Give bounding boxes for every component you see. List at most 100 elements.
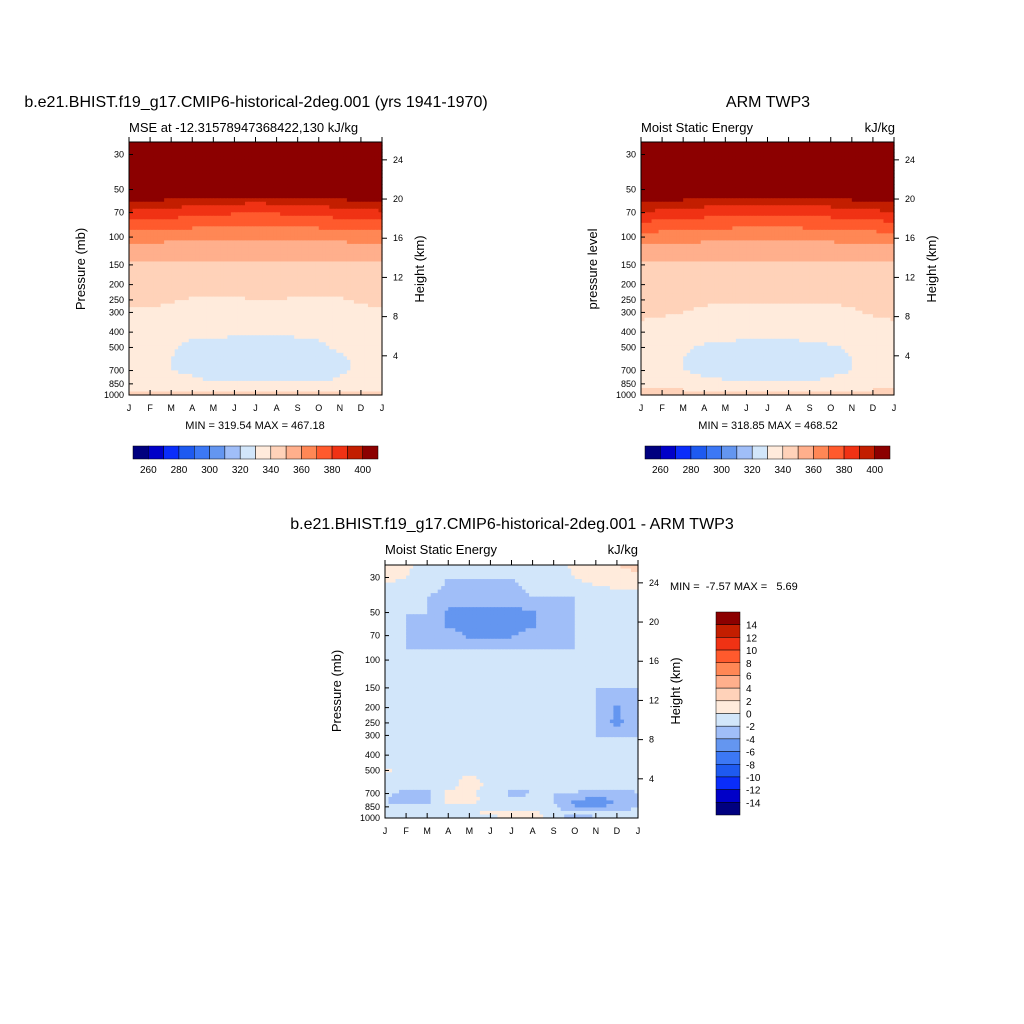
contour-cell xyxy=(146,345,151,350)
contour-cell xyxy=(188,205,193,210)
contour-cell xyxy=(188,250,193,256)
contour-cell xyxy=(171,314,176,319)
contour-cell xyxy=(322,201,327,206)
contour-cell xyxy=(332,254,337,259)
contour-cell xyxy=(325,338,330,343)
contour-cell xyxy=(290,366,295,371)
contour-cell xyxy=(315,328,320,333)
contour-cell xyxy=(146,359,151,364)
contour-cell xyxy=(202,293,207,298)
contour-cell xyxy=(367,380,373,386)
contour-cell xyxy=(139,349,144,354)
contour-cell xyxy=(199,184,204,189)
contour-cell xyxy=(308,286,313,291)
contour-cell xyxy=(339,229,344,234)
model-plot-area xyxy=(129,142,383,396)
contour-cell xyxy=(336,370,341,375)
contour-cell xyxy=(332,317,337,322)
contour-cell xyxy=(336,359,341,364)
contour-cell xyxy=(311,335,316,340)
contour-cell xyxy=(360,257,366,263)
contour-cell xyxy=(171,145,176,150)
contour-cell xyxy=(181,366,186,371)
contour-cell xyxy=(164,359,169,364)
contour-cell xyxy=(195,173,200,178)
contour-cell xyxy=(157,201,162,206)
contour-cell xyxy=(297,335,302,340)
contour-cell xyxy=(325,198,330,203)
contour-cell xyxy=(353,233,358,238)
contour-cell xyxy=(223,264,228,270)
contour-cell xyxy=(294,324,299,329)
contour-cell xyxy=(290,268,295,273)
contour-cell xyxy=(195,212,200,217)
contour-cell xyxy=(315,184,320,189)
contour-cell xyxy=(266,275,271,280)
contour-cell xyxy=(287,303,292,308)
contour-cell xyxy=(223,268,228,273)
contour-cell xyxy=(237,370,243,375)
contour-cell xyxy=(185,272,190,277)
contour-cell xyxy=(353,159,358,164)
contour-cell xyxy=(171,359,176,364)
contour-cell xyxy=(255,180,260,185)
contour-cell xyxy=(318,177,323,182)
contour-cell xyxy=(167,159,172,164)
contour-cell xyxy=(216,222,221,227)
contour-cell xyxy=(139,300,144,305)
contour-cell xyxy=(325,229,330,234)
contour-cell xyxy=(367,286,373,291)
contour-cell xyxy=(213,321,218,326)
contour-cell xyxy=(332,243,337,249)
contour-cell xyxy=(195,233,200,238)
contour-cell xyxy=(160,254,165,259)
contour-cell xyxy=(269,345,274,350)
contour-cell xyxy=(346,331,351,336)
contour-cell xyxy=(234,170,239,175)
contour-cell xyxy=(244,187,250,192)
contour-cell xyxy=(150,366,155,371)
contour-cell xyxy=(220,300,225,305)
contour-cell xyxy=(206,303,211,308)
contour-cell xyxy=(357,328,362,333)
contour-cell xyxy=(241,261,246,266)
contour-cell xyxy=(139,345,144,350)
contour-cell xyxy=(227,166,232,171)
contour-cell xyxy=(241,229,246,234)
contour-cell xyxy=(160,219,165,224)
contour-cell xyxy=(336,366,341,371)
contour-cell xyxy=(248,240,253,245)
contour-cell xyxy=(255,338,260,343)
contour-cell xyxy=(360,272,366,277)
contour-cell xyxy=(181,145,186,150)
contour-cell xyxy=(136,250,141,256)
contour-cell xyxy=(262,201,267,206)
contour-cell xyxy=(280,342,285,347)
contour-cell xyxy=(185,170,190,175)
contour-cell xyxy=(185,152,190,157)
contour-cell xyxy=(164,180,169,185)
contour-cell xyxy=(248,257,253,263)
contour-cell xyxy=(136,282,141,287)
contour-cell xyxy=(346,247,351,252)
contour-cell xyxy=(178,205,183,210)
contour-cell xyxy=(234,226,239,231)
contour-cell xyxy=(262,187,267,192)
contour-cell xyxy=(301,328,306,333)
contour-cell xyxy=(248,272,253,277)
contour-cell xyxy=(353,149,358,154)
contour-cell xyxy=(325,352,330,357)
contour-cell xyxy=(136,201,141,206)
contour-cell xyxy=(171,247,176,252)
contour-cell xyxy=(315,219,320,224)
contour-cell xyxy=(276,163,281,168)
contour-cell xyxy=(129,366,134,371)
contour-cell xyxy=(378,324,383,329)
contour-cell xyxy=(308,317,313,322)
contour-cell xyxy=(153,184,158,189)
contour-cell xyxy=(241,152,246,157)
contour-cell xyxy=(332,222,337,227)
contour-cell xyxy=(294,149,299,154)
contour-cell xyxy=(297,345,302,350)
contour-cell xyxy=(185,321,190,326)
